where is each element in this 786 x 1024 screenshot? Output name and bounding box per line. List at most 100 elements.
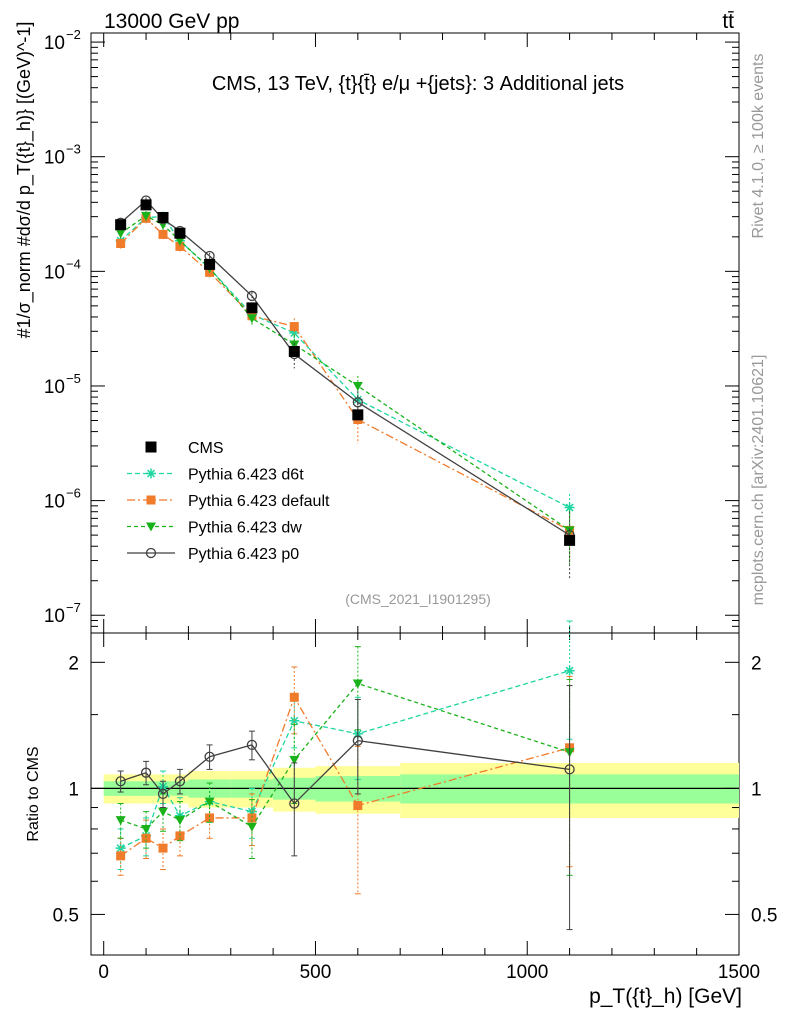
main-y-tick-exponent: −3	[66, 142, 81, 157]
legend-marker-p0	[145, 547, 157, 559]
main-y-tick-label: 10	[44, 33, 65, 54]
cms-point	[246, 302, 258, 314]
ratio-panel: 0 500 1000 1500 0.5 0.5 1 1 2 2	[53, 620, 777, 983]
cms-point	[288, 345, 300, 357]
ratio-point-dw	[115, 816, 126, 826]
ratio-point-dw	[204, 797, 215, 807]
ratio-y-tick-label: 1	[68, 779, 79, 800]
series-point-dw	[246, 314, 257, 324]
main-y-tick-label: 10	[44, 377, 65, 398]
series-point-dw	[141, 211, 152, 221]
legend-marker-d6t	[146, 468, 156, 479]
series-point-dw	[289, 340, 300, 350]
cms-point	[157, 211, 169, 223]
ratio-y-label: Ratio to CMS	[25, 746, 42, 841]
ratio-point-p0	[352, 735, 363, 746]
x-tick-label: 500	[300, 962, 332, 983]
ratio-point-p0	[115, 776, 126, 787]
legend: CMS Pythia 6.423 d6t Pythia 6.423 default P…	[127, 440, 330, 563]
ratio-y-tick-label-right: 1	[751, 779, 762, 800]
ratio-y-tick-label: 0.5	[53, 905, 79, 926]
series-point-p0	[352, 397, 363, 408]
main-panel: 10−710−610−510−410−310−2 CMS, 13 TeV, {t…	[44, 27, 740, 634]
ratio-point-default	[289, 692, 299, 702]
main-y-tick-exponent: −7	[66, 600, 81, 615]
ratio-point-d6t	[564, 665, 575, 676]
ratio-point-dw	[352, 679, 363, 689]
x-axis-label: p_T({t}_h) [GeV]	[589, 985, 742, 1008]
ratio-y-tick-label: 2	[68, 653, 79, 674]
main-y-tick-exponent: −5	[66, 371, 81, 386]
ratio-point-default	[158, 843, 168, 853]
ratio-line-d6t	[120, 670, 570, 849]
series-point-default	[116, 238, 126, 248]
series-point-default	[289, 322, 299, 332]
main-frame	[90, 32, 740, 634]
main-y-tick-label: 10	[44, 606, 65, 627]
cms-point	[140, 199, 152, 211]
series-point-dw	[174, 236, 185, 246]
cms-point	[352, 409, 364, 421]
series-point-dw	[352, 381, 363, 391]
legend-marker-dw	[146, 522, 156, 532]
ratio-point-default	[116, 851, 126, 861]
main-y-tick-exponent: −4	[66, 256, 81, 271]
legend-label-dw: Pythia 6.423 dw	[188, 520, 302, 537]
series-point-default	[175, 241, 185, 251]
ratio-point-d6t	[174, 810, 185, 821]
energy-label: 13000 GeV pp	[104, 10, 239, 33]
legend-marker-cms	[145, 441, 157, 453]
ratio-point-p0	[564, 764, 575, 775]
cms-point	[564, 534, 576, 546]
chart-title: CMS, 13 TeV, {t}{t̄} e/μ +{jets}: 3 Addi…	[212, 73, 624, 95]
ratio-point-dw	[246, 822, 257, 832]
ratio-axes: 0 500 1000 1500 0.5 0.5 1 1 2 2	[53, 633, 777, 983]
series-line-default	[120, 217, 570, 531]
legend-label-default: Pythia 6.423 default	[188, 493, 330, 510]
mcplots-label: mcplots.cern.ch [arXiv:2401.10621]	[750, 355, 767, 606]
ratio-point-p0	[157, 788, 169, 800]
ratio-point-default	[353, 801, 363, 811]
ratio-point-p0	[140, 767, 152, 778]
legend-label-cms: CMS	[188, 440, 224, 457]
ratio-point-default	[141, 833, 151, 843]
x-tick-label: 0	[98, 962, 109, 983]
analysis-id: (CMS_2021_I1901295)	[345, 591, 491, 607]
series-point-dw	[115, 229, 126, 239]
series-point-default	[158, 229, 168, 239]
legend-marker-default	[146, 495, 156, 505]
main-y-label: #1/σ_norm #dσ/d p_T({t}_h)} [(GeV)^-1]	[14, 22, 35, 339]
legend-label-d6t: Pythia 6.423 d6t	[188, 467, 304, 484]
x-tick-label: 1000	[506, 962, 548, 983]
ratio-point-default	[247, 813, 257, 823]
ratio-point-dw	[174, 816, 185, 826]
ratio-point-p0	[289, 798, 300, 809]
legend-label-p0: Pythia 6.423 p0	[188, 546, 299, 563]
cms-point	[204, 258, 216, 270]
cms-point	[115, 219, 127, 231]
ratio-y-tick-label-right: 2	[751, 653, 762, 674]
main-axes: 10−710−610−510−410−310−2	[44, 27, 740, 634]
series-line-d6t	[120, 215, 570, 509]
ratio-y-tick-label-right: 0.5	[751, 905, 777, 926]
x-tick-label: 1500	[718, 962, 760, 983]
main-y-tick-label: 10	[44, 492, 65, 513]
main-y-tick-exponent: −6	[66, 486, 81, 501]
cms-point	[174, 227, 186, 239]
ratio-point-dw	[158, 807, 168, 817]
ratio-point-p0	[204, 751, 215, 762]
main-y-tick-label: 10	[44, 148, 65, 169]
ratio-data	[115, 620, 575, 931]
main-data	[115, 195, 576, 579]
main-y-tick-label: 10	[44, 262, 65, 283]
ratio-point-dw	[141, 824, 152, 834]
ratio-point-default	[205, 813, 215, 823]
series-line-p0	[120, 199, 570, 536]
ratio-point-default	[175, 831, 185, 841]
ratio-point-dw	[289, 755, 300, 765]
main-y-label-text: #1/σ_norm #dσ/d p_T({t}_h)} [(GeV)^-1]	[14, 22, 35, 339]
rivet-label: Rivet 4.1.0, ≥ 100k events	[750, 54, 767, 239]
series-point-p0	[246, 290, 258, 302]
series-point-d6t	[564, 502, 575, 513]
